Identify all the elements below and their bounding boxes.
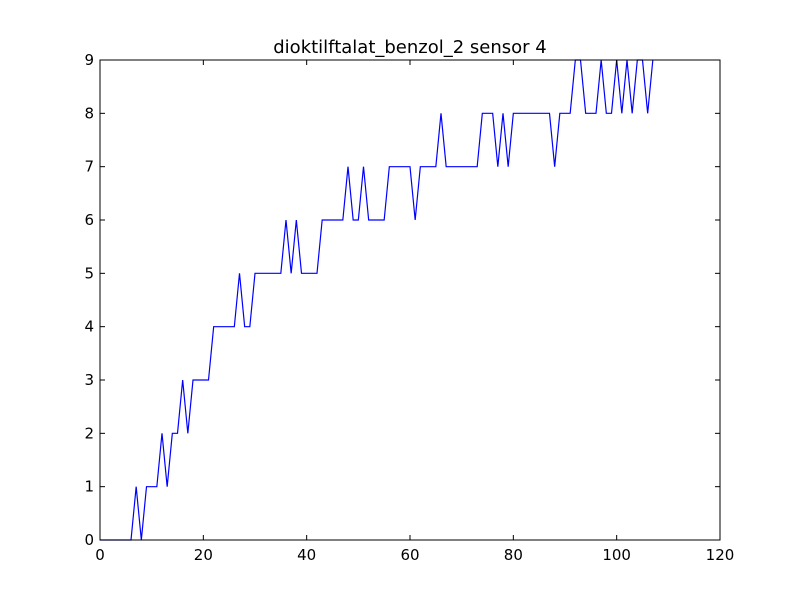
y-tick-label: 3 <box>84 371 94 389</box>
x-tick-label: 20 <box>194 546 213 564</box>
y-tick-label: 2 <box>84 424 94 442</box>
x-tick-label: 0 <box>95 546 105 564</box>
y-tick-label: 5 <box>84 264 94 282</box>
y-tick-label: 9 <box>84 51 94 69</box>
x-tick-label: 60 <box>400 546 419 564</box>
y-tick-label: 0 <box>84 531 94 549</box>
x-tick-label: 80 <box>504 546 523 564</box>
y-tick-label: 8 <box>84 104 94 122</box>
y-tick-label: 6 <box>84 211 94 229</box>
axes: 0 20 40 60 80 100 120 0 1 2 3 4 5 6 7 8 9 <box>84 51 734 564</box>
plot-background <box>100 60 720 540</box>
x-tick-label: 40 <box>297 546 316 564</box>
x-tick-label: 100 <box>602 546 631 564</box>
x-tick-label: 120 <box>706 546 735 564</box>
y-tick-label: 4 <box>84 318 94 336</box>
series-line-0 <box>100 59 654 541</box>
y-tick-label: 1 <box>84 478 94 496</box>
plot-area <box>100 59 720 541</box>
y-tick-label: 7 <box>84 158 94 176</box>
chart-title: dioktilftalat_benzol_2 sensor 4 <box>273 37 547 58</box>
